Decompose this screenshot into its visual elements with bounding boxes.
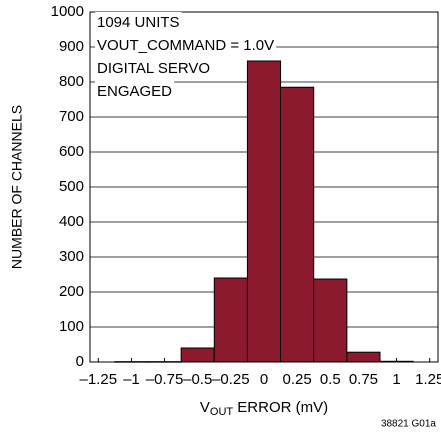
annotation: 1094 UNITS — [97, 14, 180, 31]
x-tick-label: 0.25 — [283, 371, 312, 388]
footnote: 38821 G01a — [381, 419, 436, 430]
y-tick-label: 500 — [59, 178, 84, 195]
bar — [114, 361, 149, 363]
x-tick-label: –0.75 — [146, 371, 184, 388]
annotation: ENGAGED — [97, 83, 172, 100]
y-tick-label: 400 — [59, 213, 84, 230]
annotation-bg — [95, 57, 213, 79]
x-label-sub: OUT — [210, 406, 234, 418]
x-tick-label: –0.5 — [183, 371, 212, 388]
y-tick-label: 0 — [76, 353, 84, 370]
bar — [280, 86, 315, 363]
x-tick-label: 0 — [260, 371, 268, 388]
x-tick-label: –1 — [123, 371, 140, 388]
bar — [147, 361, 182, 363]
bar — [213, 277, 248, 363]
annotation: VOUT_COMMAND = 1.0V — [97, 37, 274, 54]
annotation: DIGITAL SERVO — [97, 60, 210, 77]
bar — [346, 351, 381, 363]
x-axis-label: VOUT ERROR (mV) — [200, 399, 328, 418]
y-tick-label: 1000 — [51, 3, 84, 20]
y-tick-label: 300 — [59, 248, 84, 265]
bar — [313, 278, 348, 363]
annotation-bg — [95, 80, 175, 102]
y-tick-label: 700 — [59, 108, 84, 125]
bar — [246, 60, 282, 363]
y-tick-label: 800 — [59, 73, 84, 90]
y-tick-label: 100 — [59, 318, 84, 335]
x-label-part: V — [200, 399, 210, 416]
x-tick-label: –1.25 — [80, 371, 118, 388]
x-label-part: ERROR (mV) — [233, 399, 328, 416]
x-tick-label: 0.5 — [320, 371, 341, 388]
x-tick-label: 1 — [392, 371, 400, 388]
bar — [379, 360, 414, 363]
x-tick-label: 0.75 — [349, 371, 378, 388]
y-tick-label: 600 — [59, 143, 84, 160]
y-tick-label: 200 — [59, 283, 84, 300]
y-tick-label: 900 — [59, 38, 84, 55]
y-axis-label: NUMBER OF CHANNELS — [9, 105, 25, 269]
x-tick-label: –0.25 — [212, 371, 250, 388]
x-tick-label: 1.25 — [415, 371, 441, 388]
annotation-bg — [95, 11, 182, 33]
bar — [180, 347, 215, 363]
annotation-bg — [95, 34, 277, 56]
